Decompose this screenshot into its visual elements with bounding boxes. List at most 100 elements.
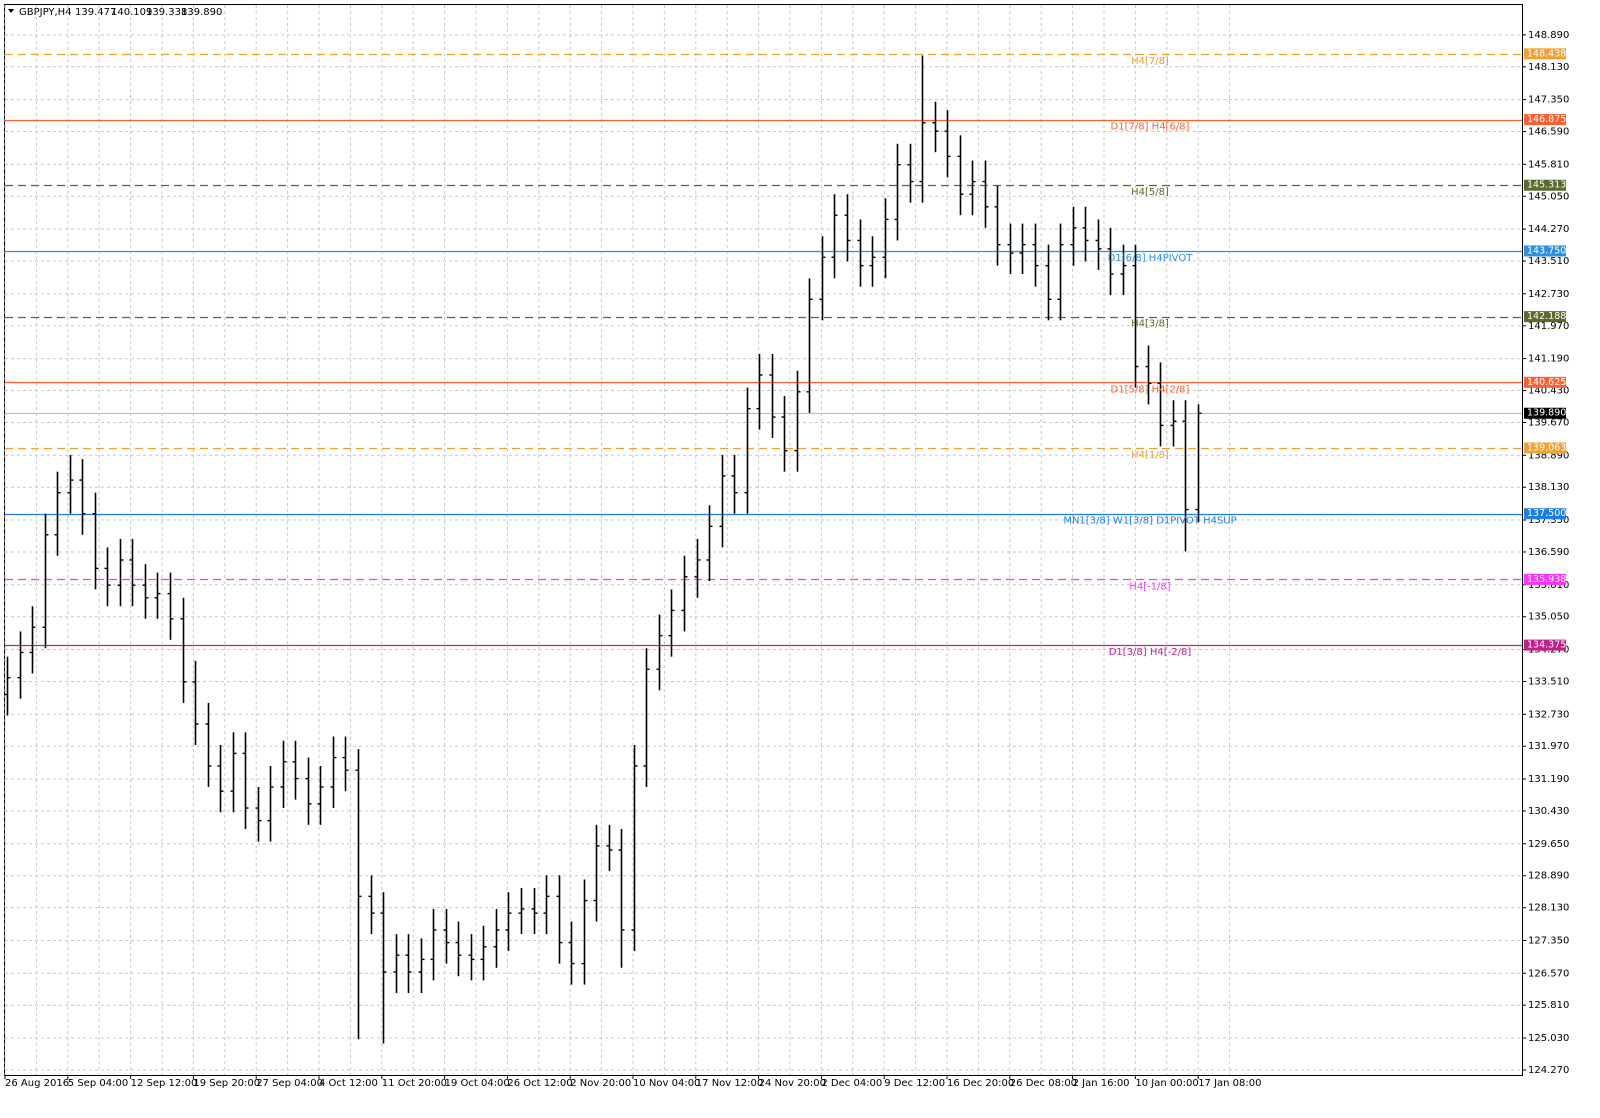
ohlc-bar: [756, 353, 763, 430]
menu-arrow: [8, 9, 14, 13]
ohlc-bar: [744, 387, 751, 514]
ohlc-bar: [468, 934, 475, 981]
ohlc-bar: [180, 597, 187, 703]
price-tag-label: 148.438: [1527, 48, 1566, 59]
ohlc-bar: [17, 631, 24, 699]
ohlc-bar: [455, 921, 462, 977]
price-tag-label: 145.313: [1527, 180, 1566, 191]
ohlc-bar: [493, 908, 500, 968]
ohlc-bar: [418, 938, 425, 994]
level-label: H4[7/8]: [1131, 56, 1169, 67]
ohlc-bar: [656, 614, 663, 691]
ohlc-bar: [781, 396, 788, 472]
price-tag: [1524, 245, 1566, 257]
ohlc-bar: [505, 892, 512, 951]
y-tick-label: 139.670: [1528, 417, 1569, 428]
ohlc-bar: [668, 589, 675, 657]
ohlc-bar: [342, 736, 349, 792]
x-tick-label: 10 Nov 04:00: [633, 1078, 700, 1089]
level-label: H4[5/8]: [1131, 187, 1169, 198]
ohlc-bar: [255, 787, 262, 842]
ohlc-bar: [719, 454, 726, 548]
ohlc-bar: [380, 892, 387, 1044]
y-tick-label: 125.810: [1528, 1000, 1569, 1011]
x-tick-label: 19 Oct 04:00: [445, 1078, 510, 1089]
ohlc-bar: [368, 875, 375, 935]
x-tick-label: 12 Sep 12:00: [131, 1078, 198, 1089]
ohlc-bar: [330, 736, 337, 809]
ohlc-bar: [1032, 223, 1039, 287]
price-tag: [1524, 179, 1566, 191]
level-label: D1[6/8] H4PIVOT: [1108, 253, 1194, 264]
price-tag: [1524, 508, 1566, 520]
y-tick-label: 138.890: [1528, 450, 1569, 461]
level-label: H4[1/8]: [1131, 450, 1169, 461]
ohlc-bar: [1120, 244, 1127, 296]
y-tick-label: 142.730: [1528, 289, 1569, 300]
ohlc-bar: [405, 934, 412, 994]
y-tick-label: 136.590: [1528, 547, 1569, 558]
y-tick-label: 148.890: [1528, 30, 1569, 41]
ohlc-bar: [907, 143, 914, 203]
ohlc-bar: [355, 749, 362, 1040]
ohlc-bar: [1170, 400, 1177, 447]
header-high: 140.109: [111, 7, 152, 18]
ohlc-bar: [167, 572, 174, 640]
price-tag-label: 134.375: [1527, 640, 1566, 651]
price-tag-label: 142.188: [1527, 311, 1566, 322]
level-label: D1[7/8] H4[6/8]: [1111, 122, 1190, 133]
ohlc-bar: [1082, 206, 1089, 262]
y-tick-label: 141.970: [1528, 321, 1569, 332]
ohlc-bar: [192, 660, 199, 745]
y-tick-label: 135.050: [1528, 612, 1569, 623]
y-tick-label: 129.650: [1528, 839, 1569, 850]
price-tag: [1524, 407, 1566, 419]
level-label: D1[3/8] H4[-2/8]: [1109, 647, 1192, 658]
price-tag-label: 139.890: [1527, 408, 1566, 419]
ohlc-bar: [205, 702, 212, 788]
price-tag: [1524, 114, 1566, 126]
ohlc-bar: [882, 198, 889, 279]
ohlc-bar: [618, 829, 625, 968]
price-tag: [1524, 442, 1566, 454]
ohlc-bar: [844, 194, 851, 262]
ohlc-bar: [317, 765, 324, 825]
x-tick-label: 26 Aug 2016: [5, 1078, 69, 1089]
ohlc-bar: [769, 353, 776, 439]
ohlc-bar: [593, 824, 600, 922]
ohlc-bar: [706, 505, 713, 581]
price-tag-label: 146.875: [1527, 114, 1566, 125]
ohlc-bar: [581, 879, 588, 985]
ohlc-bar: [480, 925, 487, 981]
ohlc-bar: [430, 908, 437, 981]
ohlc-bar: [994, 185, 1001, 266]
price-tag: [1524, 573, 1566, 585]
y-tick-label: 137.350: [1528, 515, 1569, 526]
ohlc-bar: [531, 887, 538, 935]
level-label: H4[3/8]: [1131, 319, 1169, 330]
ohlc-bar: [1132, 244, 1139, 388]
y-tick-label: 131.970: [1528, 741, 1569, 752]
price-tag-label: 140.625: [1527, 377, 1566, 388]
y-tick-label: 145.050: [1528, 191, 1569, 202]
y-tick-label: 148.130: [1528, 62, 1569, 73]
ohlc-bar: [806, 278, 813, 413]
ohlc-bar: [1019, 223, 1026, 275]
ohlc-bar: [606, 824, 613, 872]
ohlc-bar: [230, 732, 237, 813]
price-tag: [1524, 48, 1566, 60]
ohlc-bar: [42, 513, 49, 649]
x-tick-label: 26 Dec 08:00: [1010, 1078, 1077, 1089]
x-tick-label: 19 Sep 20:00: [193, 1078, 260, 1089]
y-tick-label: 144.270: [1528, 224, 1569, 235]
y-tick-label: 135.810: [1528, 580, 1569, 591]
ohlc-bar: [1157, 362, 1164, 447]
chart-title: GBPJPY,H4: [19, 7, 72, 18]
ohlc-bar: [104, 547, 111, 607]
ohlc-bar: [242, 732, 249, 830]
price-tag-label: 135.938: [1527, 574, 1566, 585]
y-tick-label: 131.190: [1528, 774, 1569, 785]
ohlc-bar: [267, 765, 274, 842]
